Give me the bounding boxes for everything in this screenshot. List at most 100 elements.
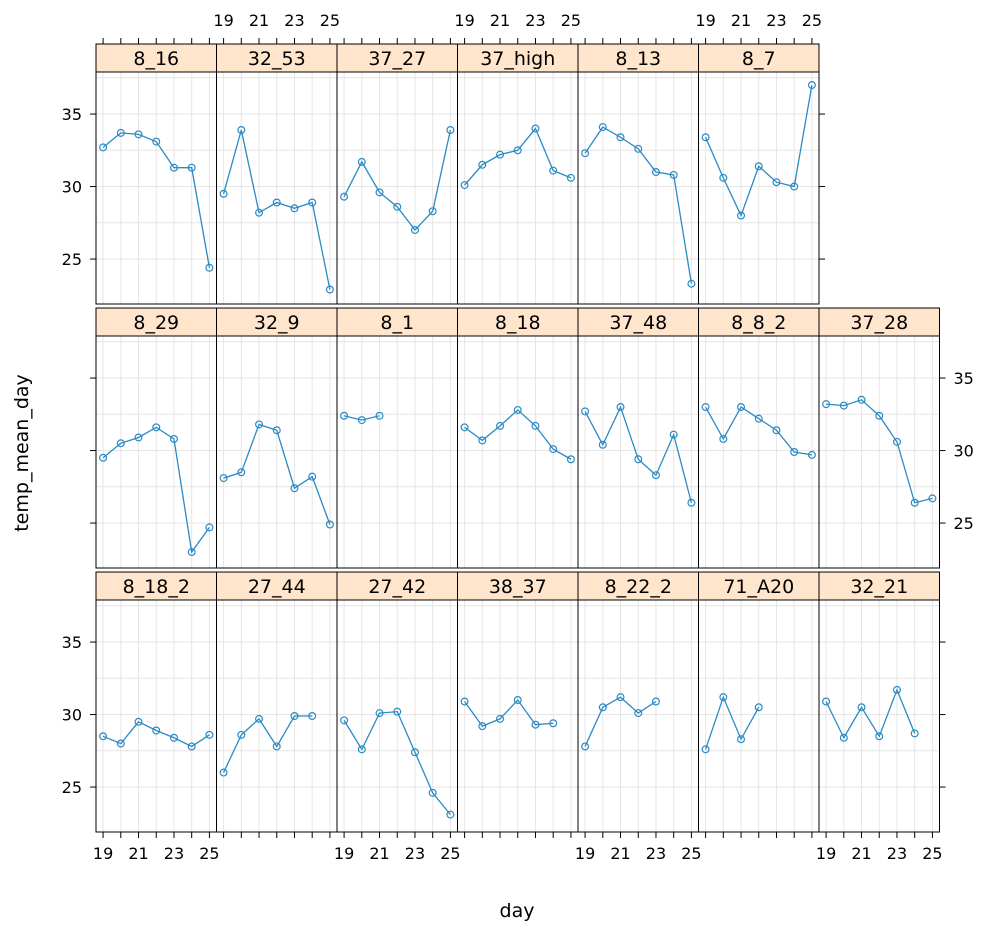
data-point [219, 189, 228, 198]
data-point [822, 400, 831, 409]
data-point [892, 437, 901, 446]
data-point [687, 279, 696, 288]
data-point [410, 748, 419, 757]
data-point [496, 421, 505, 430]
data-point [187, 548, 196, 557]
x-tick-label: 23 [164, 844, 184, 863]
x-tick-label: 23 [284, 11, 304, 30]
data-point [308, 472, 317, 481]
data-point [531, 124, 540, 133]
strip-label: 8_7 [742, 48, 776, 70]
data-point [719, 173, 728, 182]
strip-label: 8_8_2 [731, 312, 786, 334]
data-point [325, 285, 334, 294]
x-tick-label: 25 [681, 844, 701, 863]
strip-label: 8_22_2 [605, 576, 672, 598]
series-line-8-18-2 [102, 720, 210, 748]
data-point [340, 716, 349, 725]
data-point [393, 202, 402, 211]
x-tick-label: 21 [851, 844, 871, 863]
data-point [272, 426, 281, 435]
strip-label: 37_27 [368, 48, 426, 70]
strip-background [698, 307, 820, 337]
data-point [290, 204, 299, 213]
data-point [460, 181, 469, 190]
x-tick-label: 23 [887, 844, 907, 863]
data-point [839, 733, 848, 742]
data-point [152, 423, 161, 432]
data-point [116, 439, 125, 448]
strip-label: 38_37 [489, 576, 547, 598]
series-line-27-42 [343, 710, 451, 816]
data-point [116, 128, 125, 137]
x-tick-label: 23 [766, 11, 786, 30]
x-tick-label: 23 [525, 11, 545, 30]
x-tick-label: 21 [128, 844, 148, 863]
data-point [790, 182, 799, 191]
data-point [598, 440, 607, 449]
x-tick-label: 21 [610, 844, 630, 863]
data-point [152, 137, 161, 146]
data-point [566, 455, 575, 464]
x-tick-label: 23 [646, 844, 666, 863]
data-point [566, 173, 575, 182]
data-point [134, 433, 143, 442]
strip-label: 32_9 [254, 312, 300, 334]
data-point [701, 745, 710, 754]
data-point [531, 720, 540, 729]
data-point [393, 707, 402, 716]
series-line-8-22-2 [584, 696, 657, 747]
data-point [255, 714, 264, 723]
x-tick-label: 19 [816, 844, 836, 863]
series-line-71-A20 [704, 695, 760, 750]
data-point [205, 263, 214, 272]
data-point [651, 168, 660, 177]
strip-background [698, 571, 820, 601]
data-point [116, 739, 125, 748]
strip-label: 71_A20 [723, 576, 794, 598]
data-point [375, 188, 384, 197]
data-point [187, 742, 196, 751]
data-point [687, 498, 696, 507]
series-line-8-18 [464, 409, 572, 460]
data-point [910, 498, 919, 507]
data-point [754, 414, 763, 423]
data-point [910, 729, 919, 738]
data-point [513, 146, 522, 155]
data-point [581, 149, 590, 158]
data-point [737, 735, 746, 744]
data-point [928, 494, 937, 503]
strip-label: 8_13 [615, 48, 661, 70]
data-point [651, 697, 660, 706]
data-point [857, 703, 866, 712]
x-tick-label: 25 [802, 11, 822, 30]
data-point [428, 788, 437, 797]
y-tick-label: 30 [62, 178, 82, 197]
x-tick-label: 19 [454, 11, 474, 30]
data-point [187, 163, 196, 172]
axis-layer: 19 21 23 25 19 21 23 25 19 21 23 25 19 21 23 25 19 21 23 25… [62, 11, 974, 863]
data-point [719, 434, 728, 443]
strip-label: 27_42 [368, 576, 426, 598]
series-layer [99, 81, 937, 819]
strip-background [216, 571, 338, 601]
data-point [875, 732, 884, 741]
x-tick-label: 25 [561, 11, 581, 30]
data-point [152, 726, 161, 735]
series-line-8-7 [704, 84, 813, 218]
data-point [598, 123, 607, 132]
data-point [219, 474, 228, 483]
series-line-8-1 [343, 415, 380, 421]
x-tick-label: 19 [334, 844, 354, 863]
y-tick-label: 25 [62, 250, 82, 269]
strip-background [698, 43, 820, 73]
series-line-32-21 [825, 688, 916, 740]
series-line-37-28 [826, 399, 933, 504]
data-point [99, 732, 108, 741]
data-point [308, 711, 317, 720]
strip-background [95, 571, 217, 601]
x-tick-label: 21 [731, 11, 751, 30]
data-point [460, 697, 469, 706]
strip-label: 8_16 [133, 48, 179, 70]
